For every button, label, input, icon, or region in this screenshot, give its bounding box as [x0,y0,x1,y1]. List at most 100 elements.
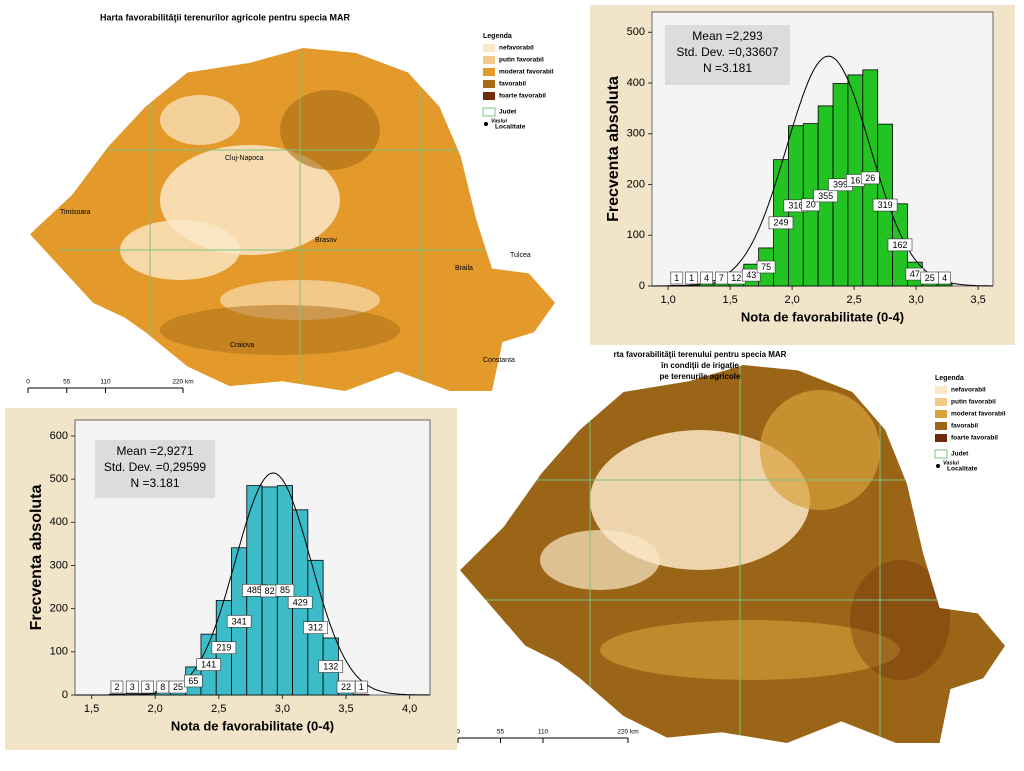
data-label: 7 [719,273,724,283]
legend-swatch [483,68,495,76]
legend-label: favorabil [951,423,978,430]
data-label: 355 [818,191,833,201]
scale-label: 55 [63,379,71,386]
stats-text: Std. Dev. =0,29599 [104,460,207,474]
x-tick-label: 2,0 [148,703,163,715]
legend-swatch [935,410,947,418]
legend-label: favorabil [499,81,526,88]
place-label: Cluj-Napoca [225,155,264,162]
legend-swatch [935,450,947,458]
y-axis-label: Frecventa absoluta [605,76,622,222]
x-tick-label: 1,5 [722,294,737,306]
legend-label: Judet [499,109,517,116]
data-label: 1 [689,273,694,283]
x-tick-label: 1,0 [660,294,675,306]
legend-label: nefavorabil [499,45,534,52]
y-tick-label: 200 [627,178,645,190]
data-label: 162 [892,240,907,250]
map-title-line: în condiţii de irigaţie [660,361,739,370]
x-tick-label: 4,0 [402,703,417,715]
x-tick-label: 3,5 [970,294,985,306]
data-label: 3 [145,682,150,692]
y-tick-label: 500 [627,26,645,38]
legend-label: Localitate [495,124,526,131]
y-tick-label: 300 [50,559,68,571]
data-label: 316 [788,201,803,211]
map-1 [20,40,580,410]
legend-label: Localitate [947,466,978,473]
data-label: 82 [265,586,275,596]
map-title: Harta favorabilităţii terenurilor agrico… [100,12,351,22]
data-label: 485 [247,585,262,595]
y-tick-label: 600 [50,430,68,442]
place-label: Brasov [315,237,337,244]
data-label: 16 [850,175,860,185]
stats-text: N =3.181 [703,61,752,75]
x-tick-label: 3,0 [908,294,923,306]
x-tick-label: 2,5 [846,294,861,306]
x-axis-label: Nota de favorabilitate (0-4) [171,718,334,733]
stats-text: Std. Dev. =0,33607 [676,45,779,59]
stats-text: N =3.181 [130,476,179,490]
legend-dot [936,464,940,468]
legend-label: moderat favorabil [951,411,1006,418]
legend-title: Legenda [935,375,964,382]
data-label: 141 [201,659,216,669]
data-label: 26 [865,173,875,183]
legend-swatch [483,56,495,64]
data-label: 75 [761,262,771,272]
place-label: Tulcea [510,252,531,259]
data-label: 319 [878,200,893,210]
y-tick-label: 200 [50,603,68,615]
legend-label: nefavorabil [951,387,986,394]
legend-swatch [935,398,947,406]
place-label: Timisoara [60,209,91,216]
scale-label: 110 [538,729,549,736]
y-tick-label: 0 [62,689,68,701]
y-tick-label: 500 [50,473,68,485]
y-tick-label: 400 [50,516,68,528]
x-tick-label: 3,0 [275,703,290,715]
place-label: Constanta [483,357,515,364]
data-label: 1 [674,273,679,283]
legend-label: Judet [951,451,969,458]
legend-swatch [935,422,947,430]
y-axis-label: Frecventa absoluta [28,484,45,630]
data-label: 12 [731,273,741,283]
data-label: 249 [773,218,788,228]
place-label: Braila [455,265,473,272]
data-label: 8 [160,682,165,692]
legend-label: putin favorabil [951,399,996,406]
stats-text: Mean =2,9271 [116,444,193,458]
legend-label: putin favorabil [499,57,544,64]
legend-title: Legenda [483,33,512,40]
data-label: 399 [833,180,848,190]
data-label: 312 [308,623,323,633]
place-label: Craiova [230,342,254,349]
data-label: 429 [293,597,308,607]
legend-dot [484,122,488,126]
y-tick-label: 300 [627,128,645,140]
map-title-line: pe terenurile agricole [660,372,741,381]
legend-label: foarte favorabil [951,435,998,442]
y-tick-label: 400 [627,77,645,89]
data-label: 341 [232,616,247,626]
legend-swatch [483,92,495,100]
data-label: 132 [323,661,338,671]
x-axis-label: Nota de favorabilitate (0-4) [741,309,904,324]
scale-label: 220 km [172,379,193,386]
data-label: 4 [704,273,709,283]
data-label: 219 [216,643,231,653]
map-title-line: rta favorabilităţii terenului pentru spe… [614,350,787,359]
legend-swatch [483,108,495,116]
data-label: 2 [114,682,119,692]
data-label: 65 [188,676,198,686]
legend-swatch [935,386,947,394]
data-label: 3 [130,682,135,692]
y-tick-label: 100 [50,646,68,658]
data-label: 85 [280,585,290,595]
legend-label: moderat favorabil [499,69,554,76]
